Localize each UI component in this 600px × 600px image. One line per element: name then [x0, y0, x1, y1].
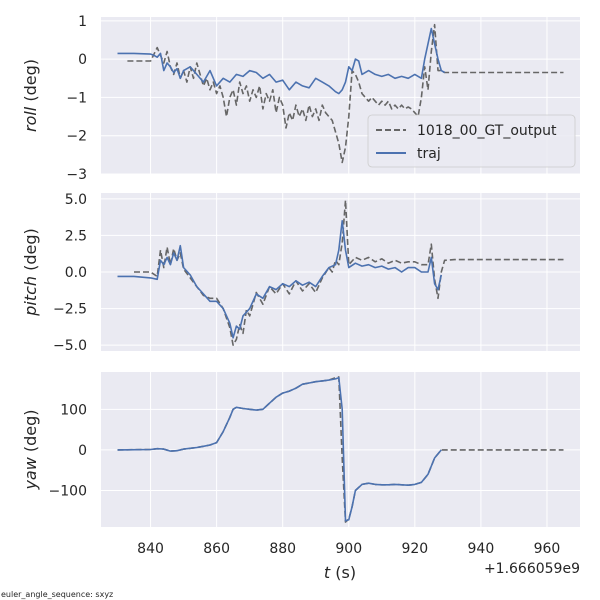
x-tick-label: 920	[401, 541, 428, 557]
x-axis-offset-label: +1.666059e9	[484, 561, 580, 577]
y-tick-label: 0	[78, 52, 87, 68]
legend-label-traj: traj	[417, 146, 441, 162]
x-tick-label: 840	[137, 541, 164, 557]
y-tick-label: −2	[66, 129, 87, 145]
y-tick-label: −3	[66, 167, 87, 183]
y-tick-label: −5.0	[53, 338, 87, 354]
series-line-gt	[127, 23, 564, 164]
x-axis-label: t (s)	[324, 563, 356, 582]
x-tick-label: 960	[534, 541, 561, 557]
y-tick-label: 0	[78, 443, 87, 459]
footnote: euler_angle_sequence: sxyz	[1, 590, 113, 599]
y-tick-label: 5.0	[65, 192, 87, 208]
y-tick-label: −100	[49, 483, 87, 499]
panel-pitch: 5.0 2.5 0.0 −2.5 −5.0 pitch (deg)	[21, 192, 580, 354]
y-tick-label: −2.5	[53, 302, 87, 318]
series-line-gt	[134, 199, 564, 346]
y-tick-label: −1	[66, 90, 87, 106]
y-tick-label: 2.5	[65, 228, 87, 244]
series-line-traj	[117, 27, 445, 95]
legend-label-gt: 1018_00_GT_output	[417, 123, 557, 139]
panel-roll: 1 0 −1 −2 −3 roll (deg)	[21, 14, 580, 183]
series-line-traj	[117, 376, 442, 522]
x-tick-label: 880	[269, 541, 296, 557]
y-tick-label: 100	[60, 402, 87, 418]
y-axis-label-pitch: pitch (deg)	[21, 228, 40, 317]
x-tick-label: 900	[335, 541, 362, 557]
legend: 1018_00_GT_output traj	[367, 114, 576, 168]
panel-yaw: 840 860 880 900 920 940 960 100 0 −100 yaw (deg)	[21, 372, 580, 557]
y-axis-label-yaw: yaw (deg)	[21, 409, 40, 490]
x-tick-label: 860	[203, 541, 230, 557]
y-tick-label: 1	[78, 14, 87, 30]
series-line-traj	[117, 220, 443, 339]
legend-box	[367, 114, 576, 168]
y-axis-label-roll: roll (deg)	[21, 59, 40, 132]
x-tick-label: 940	[468, 541, 495, 557]
y-tick-label: 0.0	[65, 265, 87, 281]
